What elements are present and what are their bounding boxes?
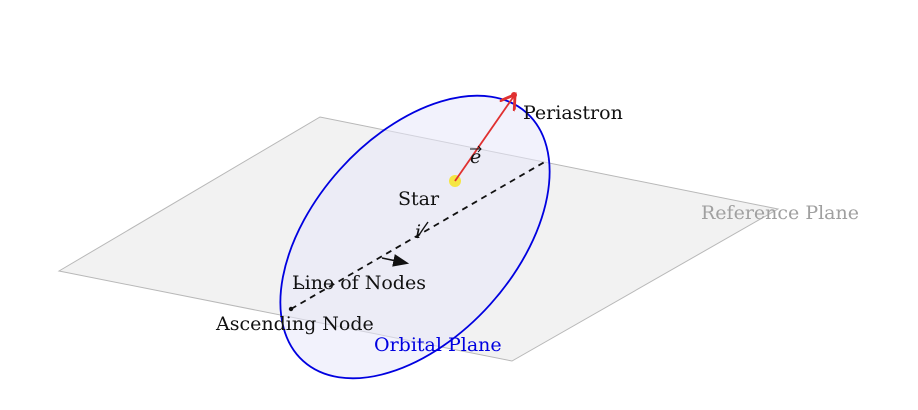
line-of-nodes-label: Line of Nodes bbox=[292, 272, 426, 294]
ascending-node-tick bbox=[294, 283, 304, 287]
eccentricity-label-group: e bbox=[470, 145, 482, 168]
periastron-dot bbox=[511, 92, 517, 98]
eccentricity-label: e bbox=[470, 146, 481, 168]
ascending-node-label: Ascending Node bbox=[215, 313, 374, 335]
vector-arrow-icon bbox=[470, 145, 482, 153]
periastron-label: Periastron bbox=[523, 102, 623, 124]
node-direction-arrow bbox=[381, 254, 410, 267]
orbital-plane-label: Orbital Plane bbox=[374, 334, 502, 356]
eccentricity-vector bbox=[454, 96, 514, 182]
inclination-arc bbox=[416, 221, 429, 239]
inclination-label: i bbox=[415, 221, 421, 243]
reference-plane-label: Reference Plane bbox=[701, 202, 859, 224]
star-label: Star bbox=[398, 188, 440, 210]
ascending-node-dot bbox=[288, 306, 294, 312]
